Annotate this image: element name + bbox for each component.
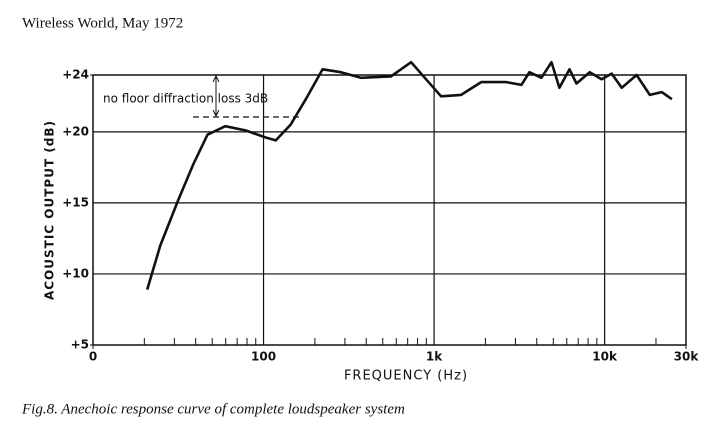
- y-tick-label: +15: [62, 195, 89, 209]
- x-tick-label: 1k: [426, 350, 443, 364]
- annotation-arrowheads: [212, 74, 220, 118]
- y-axis-label: ACOUSTIC OUTPUT (dB): [43, 120, 57, 300]
- response-curve: [145, 60, 673, 290]
- x-tick-label: 10k: [592, 350, 618, 364]
- x-tick-label: 30k: [674, 350, 700, 364]
- y-tick-label: +5: [71, 338, 89, 352]
- caption: Fig.8. Anechoic response curve of comple…: [21, 401, 405, 417]
- x-tick-label: 100: [251, 350, 276, 364]
- plot-frame: [92, 74, 687, 346]
- y-tick-label: +20: [62, 124, 89, 138]
- x-tick-label: 0: [89, 350, 97, 364]
- y-tick-label: +24: [62, 68, 89, 82]
- annotation: no floor diffraction loss 3dB: [103, 92, 268, 106]
- header: Wireless World, May 1972: [22, 15, 183, 31]
- x-axis-label: FREQUENCY (Hz): [344, 369, 468, 384]
- y-tick-label: +10: [62, 266, 89, 280]
